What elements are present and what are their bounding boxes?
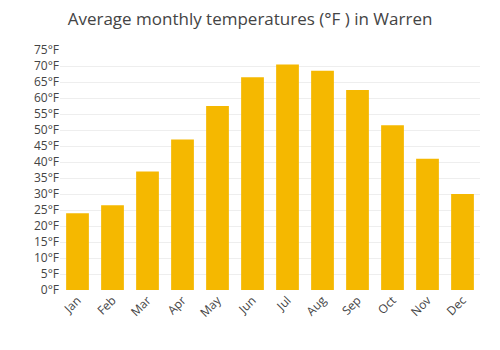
svg-text:Oct: Oct — [374, 292, 400, 318]
svg-text:15°F: 15°F — [34, 233, 59, 250]
svg-text:70°F: 70°F — [34, 57, 59, 74]
svg-text:Nov: Nov — [407, 292, 435, 320]
svg-text:Apr: Apr — [164, 292, 190, 318]
svg-text:0°F: 0°F — [41, 281, 59, 298]
svg-text:Aug: Aug — [302, 292, 330, 320]
svg-text:5°F: 5°F — [41, 265, 59, 282]
svg-text:75°F: 75°F — [34, 41, 59, 58]
svg-text:Jun: Jun — [234, 292, 259, 317]
svg-text:35°F: 35°F — [34, 169, 59, 186]
svg-text:Average monthly temperatures (: Average monthly temperatures (°F ) in Wa… — [68, 7, 433, 30]
svg-text:40°F: 40°F — [34, 153, 59, 170]
svg-text:60°F: 60°F — [34, 89, 59, 106]
svg-text:10°F: 10°F — [34, 249, 59, 266]
svg-text:Jan: Jan — [60, 292, 85, 317]
svg-text:45°F: 45°F — [34, 137, 59, 154]
svg-text:50°F: 50°F — [34, 121, 59, 138]
svg-text:Mar: Mar — [127, 292, 155, 320]
svg-text:30°F: 30°F — [34, 185, 59, 202]
svg-text:May: May — [196, 291, 225, 320]
svg-text:Sep: Sep — [338, 292, 365, 319]
svg-text:Jul: Jul — [272, 292, 294, 314]
svg-text:Dec: Dec — [443, 292, 470, 319]
svg-text:25°F: 25°F — [34, 201, 59, 218]
svg-text:65°F: 65°F — [34, 73, 59, 90]
svg-text:20°F: 20°F — [34, 217, 59, 234]
svg-text:Feb: Feb — [93, 292, 119, 318]
svg-text:55°F: 55°F — [34, 105, 59, 122]
